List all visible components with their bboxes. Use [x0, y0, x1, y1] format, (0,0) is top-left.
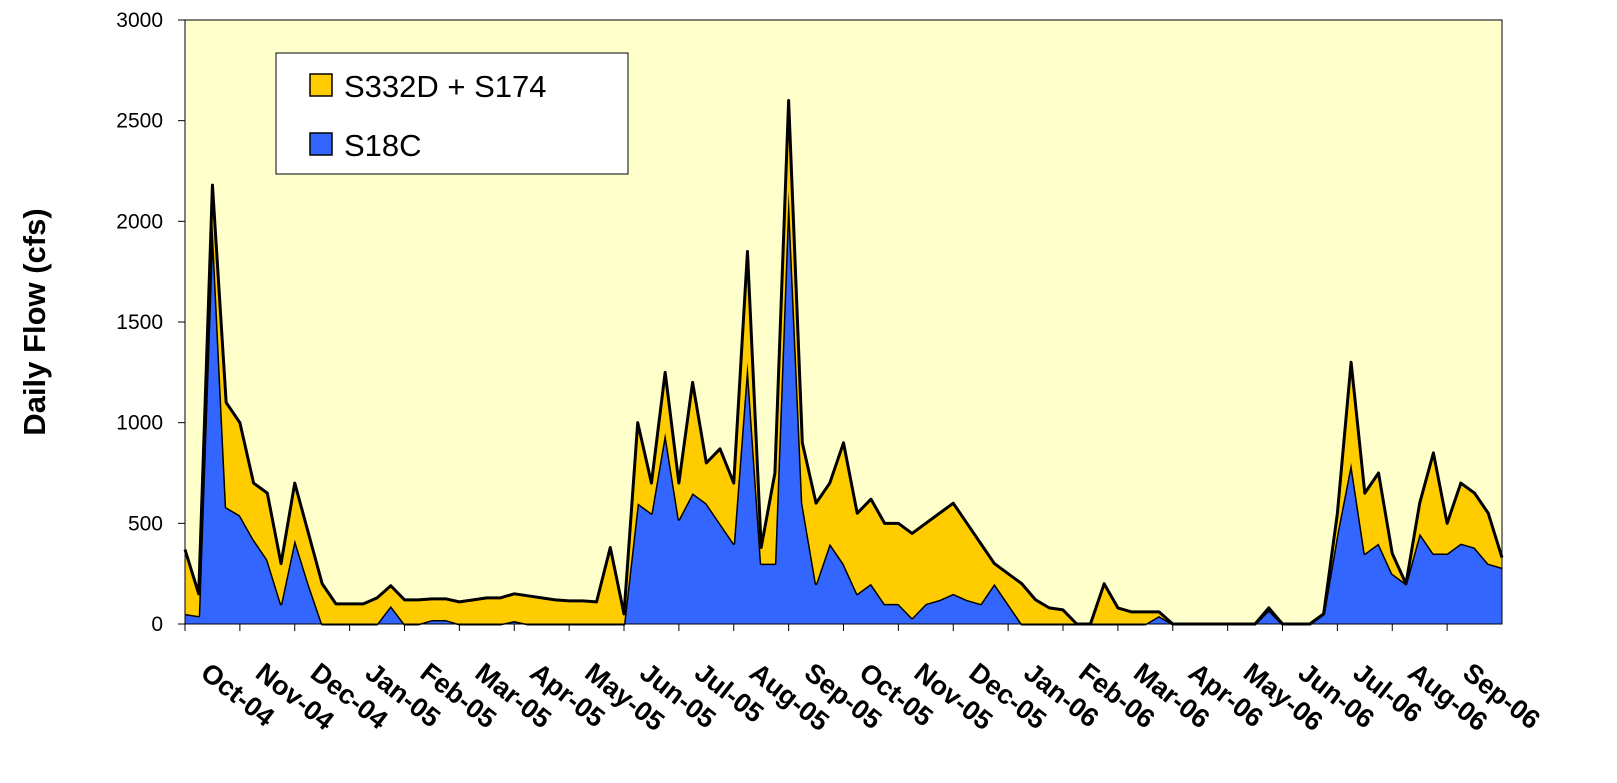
legend-label: S18C	[344, 128, 422, 163]
y-tick-label: 3000	[116, 9, 163, 32]
legend-box	[275, 52, 629, 175]
y-tick-label: 1000	[116, 412, 163, 435]
area	[185, 191, 1502, 624]
legend-label: S332D + S174	[344, 69, 547, 104]
legend-swatch	[309, 73, 333, 97]
y-tick-label: 2000	[116, 210, 163, 233]
y-tick-label: 2500	[116, 110, 163, 133]
y-tick-label: 0	[151, 613, 163, 636]
y-axis-title: Daily Flow (cfs)	[17, 208, 52, 435]
area	[185, 100, 1502, 624]
y-tick-label: 1500	[116, 311, 163, 334]
legend-swatch	[309, 132, 333, 156]
y-tick-label: 500	[128, 512, 163, 535]
